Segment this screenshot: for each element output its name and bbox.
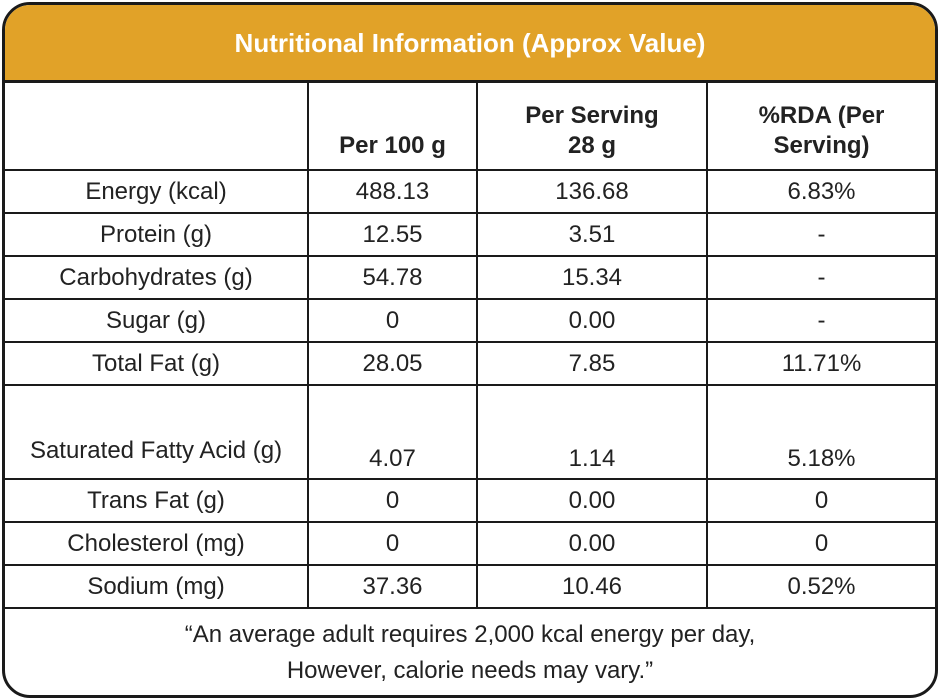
rda-cell: 0	[706, 478, 935, 523]
per-100g-cell: 0	[307, 298, 478, 343]
column-header-nutrient	[5, 83, 309, 171]
rda-cell: -	[706, 212, 935, 257]
nutrient-cell: Energy (kcal)	[5, 169, 309, 214]
per-100g-cell: 28.05	[307, 341, 478, 386]
nutrient-cell: Cholesterol (mg)	[5, 521, 309, 566]
nutrient-cell: Trans Fat (g)	[5, 478, 309, 523]
nutrient-cell: Sodium (mg)	[5, 564, 309, 609]
table-row: Trans Fat (g) 0 0.00 0	[5, 478, 935, 523]
per-100g-cell: 0	[307, 521, 478, 566]
table-row: Protein (g) 12.55 3.51-	[5, 212, 935, 257]
nutrient-cell: Carbohydrates (g)	[5, 255, 309, 300]
per-serving-cell: 15.34	[476, 255, 708, 300]
per-100g-cell: 0	[307, 478, 478, 523]
rda-cell: 6.83%	[706, 169, 935, 214]
per-100g-cell: 488.13	[307, 169, 478, 214]
per-serving-cell: 3.51	[476, 212, 708, 257]
rda-cell: -	[706, 298, 935, 343]
rda-cell: -	[706, 255, 935, 300]
per-serving-cell: 1.14	[476, 384, 708, 480]
per-100g-cell: 37.36	[307, 564, 478, 609]
footer-note: “An average adult requires 2,000 kcal en…	[5, 609, 935, 689]
rda-cell: 0	[706, 521, 935, 566]
per-serving-cell: 0.00	[476, 298, 708, 343]
column-header-rda: %RDA (Per Serving)	[706, 83, 935, 171]
nutrition-table: Per 100 g Per Serving 28 g %RDA (Per Servi…	[5, 83, 935, 609]
nutrient-cell: Sugar (g)	[5, 298, 309, 343]
column-header-per-serving: Per Serving 28 g	[476, 83, 708, 171]
table-row: Cholesterol (mg) 0 0.00 0	[5, 521, 935, 566]
per-100g-cell: 54.78	[307, 255, 478, 300]
nutrient-cell: Total Fat (g)	[5, 341, 309, 386]
per-serving-cell: 136.68	[476, 169, 708, 214]
rda-cell: 11.71%	[706, 341, 935, 386]
nutrient-cell: Saturated Fatty Acid (g)	[5, 384, 309, 480]
per-100g-cell: 12.55	[307, 212, 478, 257]
per-serving-cell: 7.85	[476, 341, 708, 386]
nutrient-cell: Protein (g)	[5, 212, 309, 257]
table-row: Saturated Fatty Acid (g) 4.07 1.14 5.18%	[5, 384, 935, 480]
table-row: Sugar (g) 0 0.00-	[5, 298, 935, 343]
per-serving-cell: 0.00	[476, 521, 708, 566]
footer-line-1: “An average adult requires 2,000 kcal en…	[184, 621, 756, 648]
table-title: Nutritional Information (Approx Value)	[5, 5, 935, 83]
per-100g-cell: 4.07	[307, 384, 478, 480]
table-row: Carbohydrates (g) 54.78 15.34-	[5, 255, 935, 300]
per-serving-cell: 0.00	[476, 478, 708, 523]
table-row: Sodium (mg) 37.36 10.46 0.52%	[5, 564, 935, 609]
footer-line-2: However, calorie needs may vary.”	[286, 657, 654, 684]
rda-cell: 0.52%	[706, 564, 935, 609]
table-row: Total Fat (g) 28.05 7.85 11.71%	[5, 341, 935, 386]
rda-cell: 5.18%	[706, 384, 935, 480]
column-header-per-100g: Per 100 g	[307, 83, 478, 171]
header-row: Per 100 g Per Serving 28 g %RDA (Per Servi…	[5, 83, 935, 171]
table-row: Energy (kcal) 488.13 136.68 6.83%	[5, 169, 935, 214]
per-serving-cell: 10.46	[476, 564, 708, 609]
